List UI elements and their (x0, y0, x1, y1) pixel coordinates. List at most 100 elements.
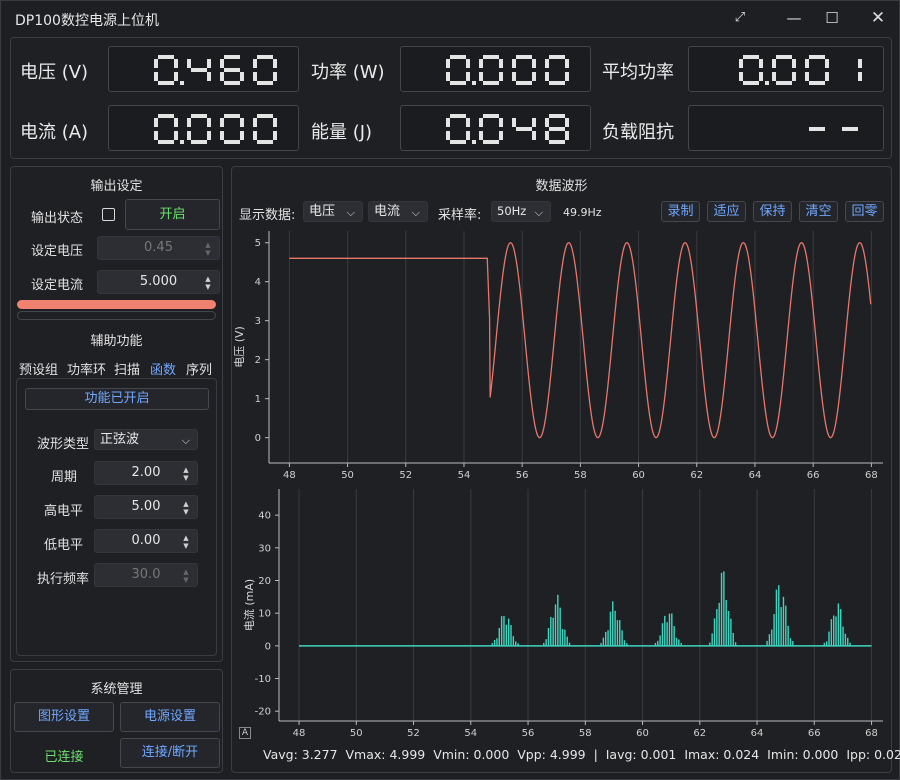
segment (842, 127, 858, 131)
reset-zero-button[interactable]: 回零 (845, 201, 884, 222)
readout-panel: 电压 (V) 功率 (W) 平均功率 电流 (A) 能量 (J) 负载阻抗 (10, 37, 892, 159)
connect-toggle-button[interactable]: 连接/断开 (120, 738, 220, 768)
current-digits (154, 114, 277, 144)
digit (479, 55, 503, 85)
avg-power-display (688, 46, 884, 92)
segment (743, 55, 759, 59)
x-tick-label: 48 (283, 470, 296, 481)
digit (253, 55, 277, 85)
wave-type-select[interactable]: 正弦波 ⌵ (94, 429, 198, 450)
record-button[interactable]: 录制 (661, 201, 700, 222)
set-voltage-input[interactable]: 0.45 ▲ ▼ (97, 236, 220, 260)
y-tick-label: 40 (258, 511, 271, 522)
spin-arrows-icon[interactable]: ▲ ▼ (205, 275, 211, 291)
segment (545, 72, 549, 81)
set-voltage-label: 设定电压 (31, 244, 84, 259)
segment (809, 127, 825, 131)
tab-power-loop[interactable]: 功率环 (67, 363, 107, 378)
title-bar: DP100数控电源上位机 ⤢ — ☐ ✕ (1, 1, 900, 35)
spin-arrows-icon[interactable]: ▲ ▼ (183, 466, 189, 482)
digit (739, 55, 769, 85)
segment (776, 55, 792, 59)
segment (512, 59, 516, 68)
power-settings-button[interactable]: 电源设置 (120, 702, 220, 732)
maximize-icon[interactable]: ☐ (825, 9, 839, 27)
segment (809, 81, 825, 85)
digit (446, 55, 476, 85)
segment (207, 118, 211, 127)
segment (220, 59, 224, 68)
minimize-icon[interactable]: — (786, 9, 802, 27)
exec-freq-input[interactable]: 30.0 ▲ ▼ (94, 563, 198, 587)
spin-arrows-icon[interactable]: ▲ ▼ (183, 534, 189, 550)
spin-arrows-icon[interactable]: ▲ ▼ (183, 568, 189, 584)
fullscreen-icon[interactable]: ⤢ (734, 10, 746, 25)
load-impedance-label: 负载阻抗 (602, 122, 674, 143)
segment (154, 131, 158, 140)
segment (466, 131, 470, 140)
segment (512, 118, 516, 127)
hold-button[interactable]: 保持 (753, 201, 792, 222)
digit (187, 114, 211, 144)
graph-settings-button[interactable]: 图形设置 (14, 702, 114, 732)
set-current-input[interactable]: 5.000 ▲ ▼ (97, 270, 220, 294)
segment (450, 140, 466, 144)
x-tick-label: 68 (865, 470, 878, 481)
close-icon[interactable]: ✕ (870, 8, 886, 28)
digit (220, 114, 244, 144)
segment (154, 59, 158, 68)
segment (446, 118, 450, 127)
output-state-label: 输出状态 (31, 211, 84, 226)
output-state-checkbox[interactable] (102, 208, 115, 221)
segment (759, 59, 763, 68)
spin-arrows-icon[interactable]: ▲ ▼ (183, 500, 189, 516)
segment (158, 114, 174, 118)
segment (191, 140, 207, 144)
x-tick-label: 56 (522, 728, 535, 739)
x-tick-label: 54 (458, 470, 471, 481)
current-burst (600, 601, 628, 646)
period-label: 周期 (51, 470, 78, 485)
segment (207, 72, 211, 81)
fit-button[interactable]: 适应 (707, 201, 746, 222)
set-current-label: 设定电流 (31, 278, 84, 293)
segment (743, 81, 759, 85)
digit (512, 118, 536, 140)
x-tick-label: 58 (579, 728, 592, 739)
y-tick-label: 5 (255, 238, 261, 249)
display-data-select-2[interactable]: 电流 ⌵ (368, 201, 428, 222)
segment (466, 72, 470, 81)
sample-rate-select[interactable]: 50Hz ⌵ (491, 201, 551, 222)
voltage-label: 电压 (V) (20, 62, 89, 83)
voltage-chart[interactable]: 48 50 52 54 56 58 60 62 64 66 68 0 1 2 3 4 5 电压 (V) (233, 227, 889, 483)
tab-sequence[interactable]: 序列 (186, 363, 213, 378)
current-chart[interactable]: 48 50 52 54 56 58 60 62 64 66 68 -20 -10 0 10 20 30 40 电流 … (233, 485, 889, 741)
high-level-label: 高电平 (44, 504, 84, 519)
wave-type-label: 波形类型 (37, 437, 90, 452)
segment (273, 118, 277, 127)
digit (253, 114, 277, 144)
y-tick-label: 1 (255, 394, 261, 405)
segment (479, 59, 483, 68)
display-data-select-1[interactable]: 电压 ⌵ (303, 201, 363, 222)
output-toggle-button[interactable]: 开启 (125, 199, 220, 230)
high-level-input[interactable]: 5.00 ▲ ▼ (94, 495, 198, 519)
segment (450, 114, 466, 118)
set-current-bar (17, 300, 216, 309)
clear-button[interactable]: 清空 (799, 201, 838, 222)
digit (479, 114, 503, 144)
segment (516, 81, 532, 85)
segment (446, 72, 450, 81)
low-level-input[interactable]: 0.00 ▲ ▼ (94, 529, 198, 553)
period-input[interactable]: 2.00 ▲ ▼ (94, 461, 198, 485)
tab-presets[interactable]: 预设组 (19, 363, 59, 378)
power-display (400, 46, 591, 92)
function-enabled-button[interactable]: 功能已开启 (25, 388, 209, 410)
spin-arrows-icon[interactable]: ▲ ▼ (205, 241, 211, 257)
tab-sweep[interactable]: 扫描 (114, 363, 141, 378)
segment (549, 127, 565, 131)
segment (545, 59, 549, 68)
segment (565, 131, 569, 140)
display-data-value-2: 电流 (374, 204, 401, 219)
auto-range-icon[interactable]: A (239, 727, 251, 739)
